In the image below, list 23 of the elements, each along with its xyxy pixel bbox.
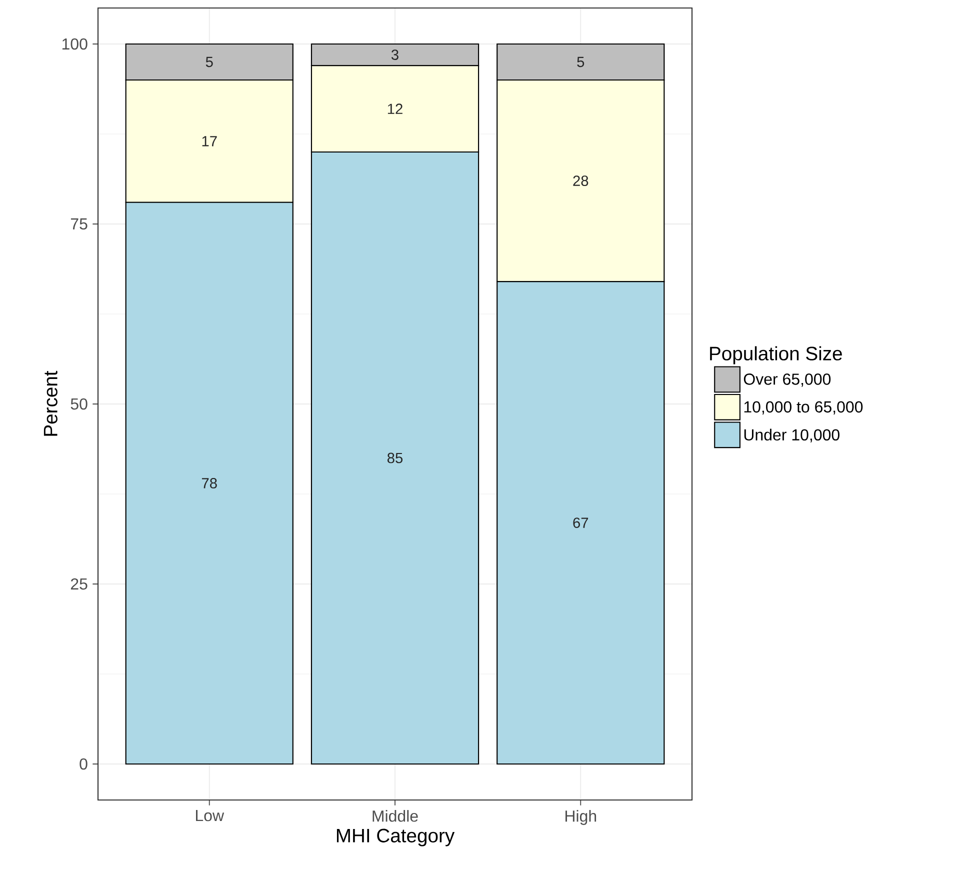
legend-label: Over 65,000 xyxy=(744,374,831,387)
x-tick-label: Middle xyxy=(372,810,418,822)
data-label: 67 xyxy=(573,518,588,528)
x-axis-title: MHI Category xyxy=(336,828,455,846)
legend-label: 10,000 to 65,000 xyxy=(744,401,863,414)
x-tick-label: High xyxy=(565,810,596,825)
y-tick-label: 0 xyxy=(80,758,88,770)
y-tick-label: 75 xyxy=(70,218,88,230)
data-label: 78 xyxy=(202,478,217,488)
data-label: 12 xyxy=(388,104,402,114)
y-tick-label: 25 xyxy=(70,578,88,590)
y-tick-label: 100 xyxy=(62,38,88,50)
data-label: 85 xyxy=(387,452,403,464)
x-tick-label: Low xyxy=(196,810,224,822)
data-label: 5 xyxy=(206,56,213,68)
legend-title: Population Size xyxy=(710,346,842,364)
y-tick-label: 50 xyxy=(70,398,88,410)
legend-label: Under 10,000 xyxy=(744,428,840,442)
data-label: 3 xyxy=(391,50,398,60)
data-label: 28 xyxy=(573,176,588,186)
data-label: 17 xyxy=(202,136,217,146)
y-axis-title: Percent xyxy=(44,370,58,436)
data-label: 5 xyxy=(577,56,584,68)
